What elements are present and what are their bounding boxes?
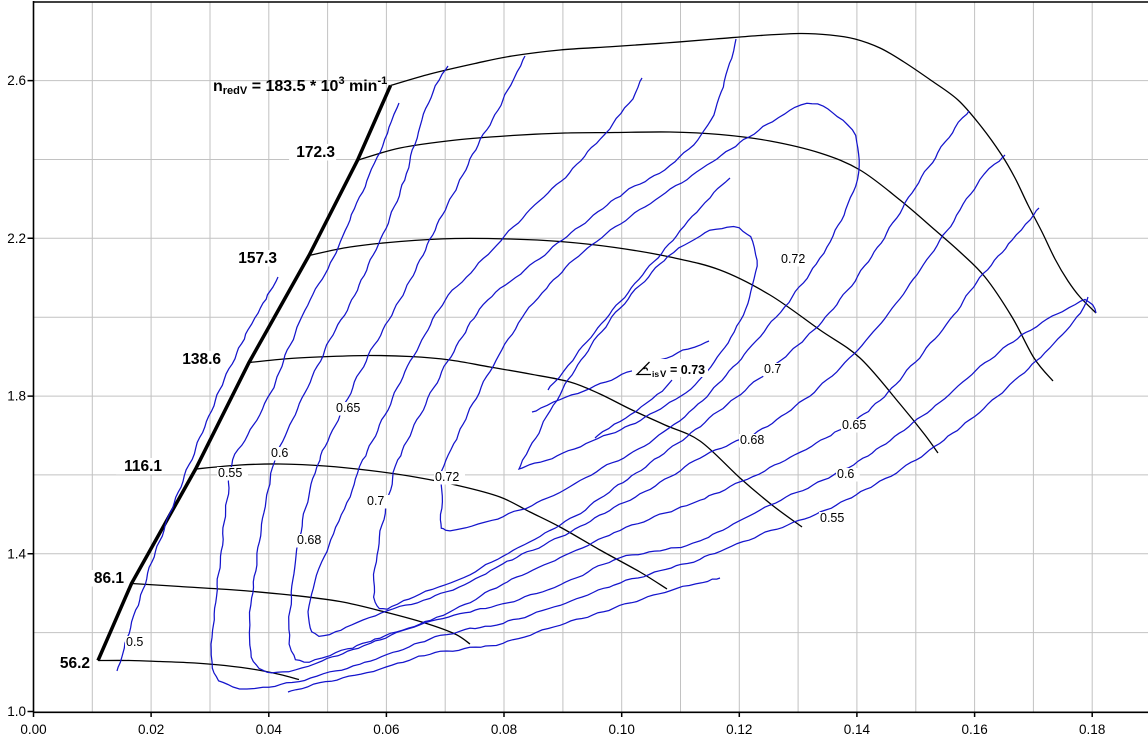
svg-text:138.6: 138.6 [182, 351, 221, 368]
svg-text:nredV = 183.5 * 103 min-1: nredV = 183.5 * 103 min-1 [213, 75, 387, 97]
svg-text:0.72: 0.72 [781, 252, 805, 266]
svg-text:0.6: 0.6 [837, 467, 854, 481]
svg-text:0.55: 0.55 [820, 511, 844, 525]
svg-text:0.06: 0.06 [373, 722, 399, 737]
svg-text:157.3: 157.3 [238, 250, 277, 267]
svg-text:1.0: 1.0 [7, 704, 26, 719]
svg-text:1.4: 1.4 [7, 546, 26, 561]
svg-text:0.18: 0.18 [1079, 722, 1105, 737]
svg-text:1.8: 1.8 [7, 389, 26, 404]
svg-text:0.65: 0.65 [842, 418, 866, 432]
svg-text:0.04: 0.04 [256, 722, 283, 737]
svg-text:0.08: 0.08 [491, 722, 517, 737]
svg-text:0.68: 0.68 [297, 533, 321, 547]
svg-text:0.16: 0.16 [961, 722, 987, 737]
svg-text:2.2: 2.2 [7, 231, 26, 246]
svg-text:0.7: 0.7 [764, 362, 781, 376]
svg-text:0.14: 0.14 [844, 722, 871, 737]
svg-text:0.12: 0.12 [726, 722, 752, 737]
svg-text:86.1: 86.1 [94, 570, 125, 587]
svg-text:0.7: 0.7 [367, 494, 384, 508]
svg-text:116.1: 116.1 [124, 458, 162, 475]
svg-text:= 0.73: = 0.73 [670, 363, 705, 377]
svg-text:0.10: 0.10 [609, 722, 635, 737]
svg-text:0.65: 0.65 [336, 401, 360, 415]
svg-text:0.5: 0.5 [126, 635, 143, 649]
svg-text:0.72: 0.72 [435, 470, 459, 484]
svg-text:0.55: 0.55 [218, 466, 242, 480]
svg-text:V: V [660, 369, 667, 380]
svg-text:0.68: 0.68 [740, 433, 764, 447]
svg-text:0.02: 0.02 [138, 722, 164, 737]
svg-text:172.3: 172.3 [296, 144, 335, 161]
svg-text:56.2: 56.2 [60, 655, 90, 672]
svg-text:0.6: 0.6 [271, 446, 288, 460]
svg-text:2.6: 2.6 [7, 73, 26, 88]
svg-text:0.00: 0.00 [20, 722, 46, 737]
svg-text:is: is [652, 369, 659, 379]
